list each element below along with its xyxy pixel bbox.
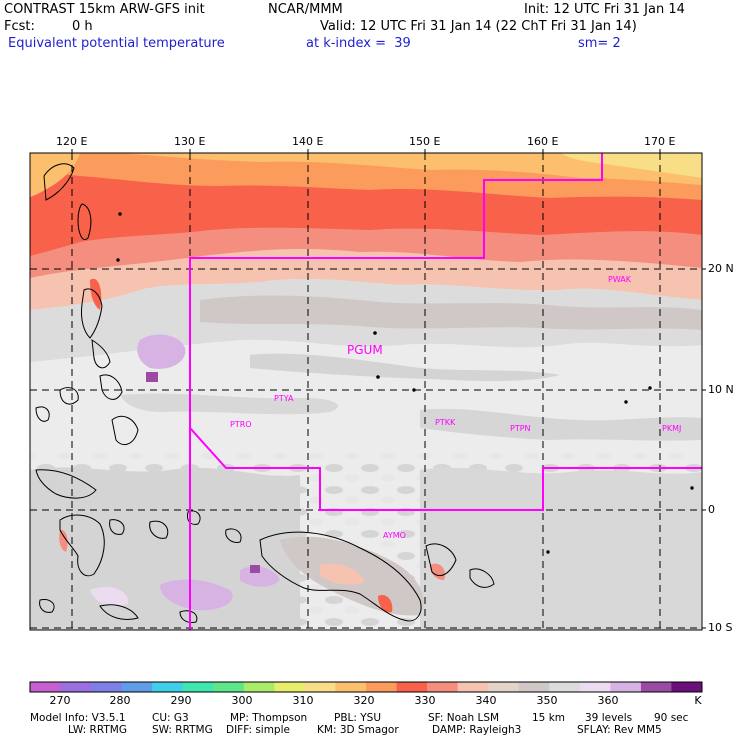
lon-label-160e: 160 E	[527, 135, 559, 148]
colorbar-label-310: 310	[292, 694, 314, 707]
footer-diff: DIFF: simple	[226, 724, 290, 736]
footer-sw: SW: RRTMG	[152, 724, 213, 736]
shaded-field	[30, 153, 702, 630]
lon-label-120e: 120 E	[56, 135, 88, 148]
colorbar-swatch	[671, 682, 703, 692]
station-aymo: AYMO	[383, 531, 406, 540]
colorbar-swatch	[213, 682, 245, 692]
colorbar-label-340: 340	[475, 694, 497, 707]
vertical-level: at k-index = 39	[306, 36, 411, 51]
colorbar-frame	[29, 681, 703, 693]
region-boundary-north	[189, 153, 603, 430]
station-pgum: PGUM	[347, 343, 383, 357]
footer-sf: SF: Noah LSM	[428, 712, 500, 724]
colorbar-label-330: 330	[414, 694, 436, 707]
lat-label-10s: 10 S	[708, 621, 733, 634]
station-pkmj: PKMJ	[662, 424, 682, 433]
footer-pbl: PBL: YSU	[334, 712, 382, 724]
colorbar-swatch	[91, 682, 122, 692]
station-ptro: PTRO	[230, 420, 252, 429]
colorbar-swatch	[396, 682, 428, 692]
lon-label-170e: 170 E	[644, 135, 676, 148]
lat-label-0: 0	[708, 503, 715, 516]
colorbar-label-290: 290	[170, 694, 192, 707]
colorbar-swatch	[152, 682, 184, 692]
station-ptkk: PTKK	[435, 418, 456, 427]
station-pwak: PWAK	[608, 275, 632, 284]
station-ptpn: PTPN	[510, 424, 531, 433]
colorbar-label-270: 270	[49, 694, 71, 707]
organization: NCAR/MMM	[268, 2, 343, 17]
valid-time: Valid: 12 UTC Fri 31 Jan 14 (22 ChT Fri …	[320, 19, 637, 34]
footer-mp: MP: Thompson	[230, 712, 308, 724]
init-time: Init: 12 UTC Fri 31 Jan 14	[524, 2, 685, 17]
colorbar-label-320: 320	[353, 694, 375, 707]
footer-levels: 39 levels	[585, 712, 633, 724]
field-name: Equivalent potential temperature	[8, 36, 225, 51]
forecast-hour: 0 h	[72, 19, 93, 34]
colorbar-swatch	[60, 682, 92, 692]
footer-resolution: 15 km	[532, 712, 566, 724]
colorbar-swatch	[549, 682, 581, 692]
station-ptya: PTYA	[274, 394, 294, 403]
colorbar-swatch	[640, 682, 672, 692]
colorbar-swatch	[579, 682, 611, 692]
footer-km: KM: 3D Smagor	[317, 724, 399, 736]
colorbar-label-300: 300	[231, 694, 253, 707]
colorbar-swatch	[518, 682, 550, 692]
colorbar-swatch	[274, 682, 306, 692]
colorbar-swatch	[304, 682, 336, 692]
lat-label-10n: 10 N	[708, 383, 734, 396]
axis-ticks	[71, 149, 706, 629]
colorbar-swatch	[488, 682, 520, 692]
footer-sflay: SFLAY: Rev MM5	[577, 724, 662, 736]
colorbar-swatch	[366, 682, 397, 692]
forecast-label: Fcst:	[4, 19, 35, 34]
footer-damp: DAMP: Rayleigh3	[432, 724, 522, 736]
lon-label-130e: 130 E	[174, 135, 206, 148]
colorbar-swatch	[457, 682, 489, 692]
footer-lw: LW: RRTMG	[68, 724, 127, 736]
footer-timestep: 90 sec	[654, 712, 689, 724]
region-boundary	[189, 425, 702, 630]
colorbar-swatch	[427, 682, 458, 692]
lat-label-20n: 20 N	[708, 262, 734, 275]
colorbar-label-280: 280	[109, 694, 131, 707]
map-frame	[29, 152, 703, 631]
lon-label-150e: 150 E	[409, 135, 441, 148]
colorbar	[29, 681, 703, 693]
model-title: CONTRAST 15km ARW-GFS init	[4, 2, 205, 17]
colorbar-unit: K	[694, 694, 702, 707]
lon-label-140e: 140 E	[292, 135, 324, 148]
colorbar-swatch	[243, 682, 275, 692]
footer-cu: CU: G3	[152, 712, 189, 724]
colorbar-swatch	[121, 682, 153, 692]
colorbar-label-360: 360	[597, 694, 619, 707]
colorbar-swatch	[182, 682, 214, 692]
colorbar-label-350: 350	[536, 694, 558, 707]
colorbar-swatch	[30, 682, 61, 692]
colorbar-swatch	[610, 682, 642, 692]
colorbar-swatch	[335, 682, 367, 692]
footer-model-info: Model Info: V3.5.1	[30, 712, 126, 724]
coastlines	[35, 163, 694, 623]
smoothing: sm= 2	[578, 36, 621, 51]
